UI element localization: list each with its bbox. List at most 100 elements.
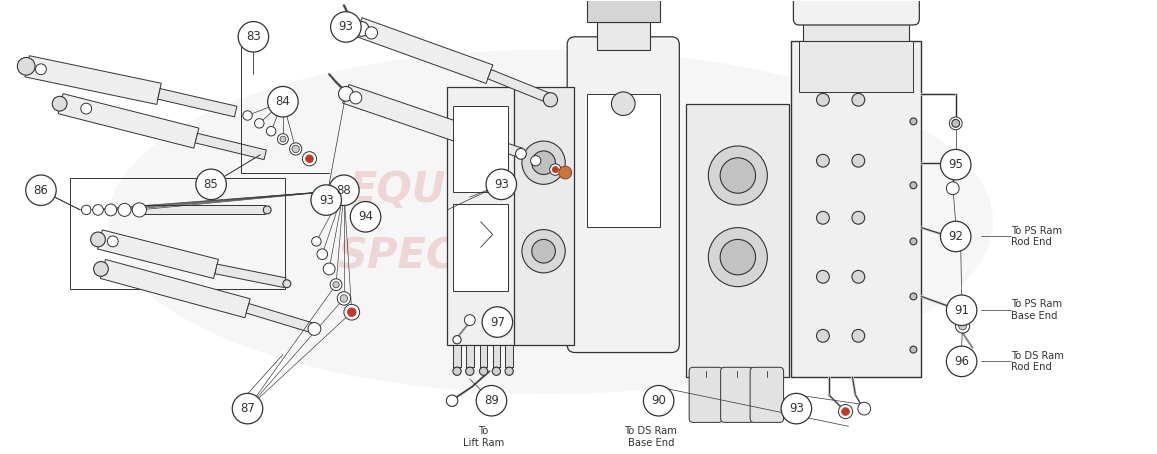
- Circle shape: [486, 169, 516, 200]
- Circle shape: [280, 136, 286, 142]
- Circle shape: [465, 367, 474, 375]
- Circle shape: [532, 239, 555, 263]
- Circle shape: [611, 92, 635, 115]
- Circle shape: [841, 408, 849, 415]
- Polygon shape: [487, 69, 552, 104]
- Circle shape: [340, 295, 347, 302]
- Circle shape: [909, 238, 916, 245]
- Circle shape: [952, 119, 959, 127]
- Text: SPECIALISTS: SPECIALISTS: [338, 235, 635, 277]
- FancyBboxPatch shape: [721, 367, 754, 422]
- Text: 84: 84: [275, 95, 290, 108]
- Bar: [454, 106, 508, 192]
- Text: 91: 91: [955, 304, 970, 317]
- Circle shape: [817, 271, 830, 283]
- Text: 97: 97: [489, 316, 504, 329]
- Circle shape: [233, 393, 263, 424]
- Circle shape: [852, 94, 864, 106]
- Circle shape: [857, 402, 870, 415]
- Polygon shape: [139, 206, 265, 214]
- Circle shape: [264, 206, 271, 214]
- Circle shape: [956, 319, 970, 333]
- Circle shape: [852, 271, 864, 283]
- Circle shape: [289, 143, 302, 155]
- Circle shape: [81, 103, 91, 114]
- Circle shape: [118, 203, 131, 217]
- Polygon shape: [506, 345, 513, 367]
- Circle shape: [337, 292, 351, 305]
- Polygon shape: [25, 56, 161, 104]
- Circle shape: [344, 304, 360, 320]
- Text: 93: 93: [339, 20, 353, 34]
- Circle shape: [941, 149, 971, 180]
- Circle shape: [266, 127, 275, 136]
- Circle shape: [339, 86, 353, 101]
- Polygon shape: [480, 345, 487, 367]
- Circle shape: [953, 235, 967, 248]
- Text: 95: 95: [949, 158, 963, 171]
- Text: 93: 93: [789, 402, 804, 415]
- Bar: [686, 104, 789, 377]
- Circle shape: [309, 324, 319, 334]
- FancyBboxPatch shape: [750, 367, 783, 422]
- Circle shape: [105, 204, 117, 216]
- Bar: [513, 87, 574, 345]
- Circle shape: [108, 236, 118, 247]
- Bar: [799, 41, 913, 92]
- Circle shape: [852, 330, 864, 342]
- Circle shape: [946, 346, 977, 377]
- FancyBboxPatch shape: [794, 0, 920, 25]
- Circle shape: [349, 92, 362, 104]
- Circle shape: [909, 293, 916, 300]
- Circle shape: [17, 58, 35, 75]
- Circle shape: [817, 212, 830, 224]
- Polygon shape: [465, 130, 523, 158]
- Circle shape: [302, 152, 317, 166]
- Text: 90: 90: [651, 394, 666, 407]
- Circle shape: [959, 322, 966, 330]
- Circle shape: [278, 133, 288, 144]
- Polygon shape: [454, 345, 460, 367]
- Circle shape: [36, 64, 46, 74]
- Circle shape: [708, 227, 767, 286]
- Circle shape: [305, 155, 314, 163]
- Circle shape: [464, 315, 476, 326]
- Polygon shape: [58, 94, 199, 148]
- Bar: [803, 19, 909, 41]
- Circle shape: [238, 21, 268, 52]
- Circle shape: [817, 94, 830, 106]
- Circle shape: [331, 12, 361, 42]
- Circle shape: [354, 21, 369, 36]
- Circle shape: [52, 96, 67, 111]
- Circle shape: [492, 367, 501, 375]
- Circle shape: [781, 393, 811, 424]
- Polygon shape: [246, 304, 314, 333]
- Circle shape: [852, 154, 864, 167]
- Bar: [71, 178, 285, 289]
- Circle shape: [292, 145, 300, 153]
- Circle shape: [447, 395, 458, 406]
- Text: 93: 93: [494, 178, 509, 191]
- Text: To PS Ram
Base End: To PS Ram Base End: [1011, 300, 1062, 321]
- Circle shape: [452, 336, 462, 344]
- Text: 92: 92: [949, 230, 964, 243]
- Polygon shape: [355, 18, 493, 84]
- Circle shape: [504, 367, 514, 375]
- Circle shape: [552, 167, 559, 173]
- Circle shape: [330, 279, 342, 291]
- Circle shape: [308, 322, 320, 336]
- Circle shape: [852, 212, 864, 224]
- Circle shape: [243, 111, 252, 120]
- Text: EQUIPMENT: EQUIPMENT: [348, 169, 625, 211]
- Circle shape: [333, 281, 339, 288]
- Text: To
Lift Ram: To Lift Ram: [463, 426, 504, 448]
- Circle shape: [317, 249, 327, 260]
- Circle shape: [267, 86, 299, 117]
- Bar: [448, 87, 514, 345]
- Bar: [791, 41, 921, 377]
- Text: 88: 88: [337, 184, 352, 197]
- Bar: [454, 204, 508, 291]
- Text: 86: 86: [34, 184, 49, 197]
- Bar: [587, 0, 659, 22]
- Circle shape: [366, 27, 377, 39]
